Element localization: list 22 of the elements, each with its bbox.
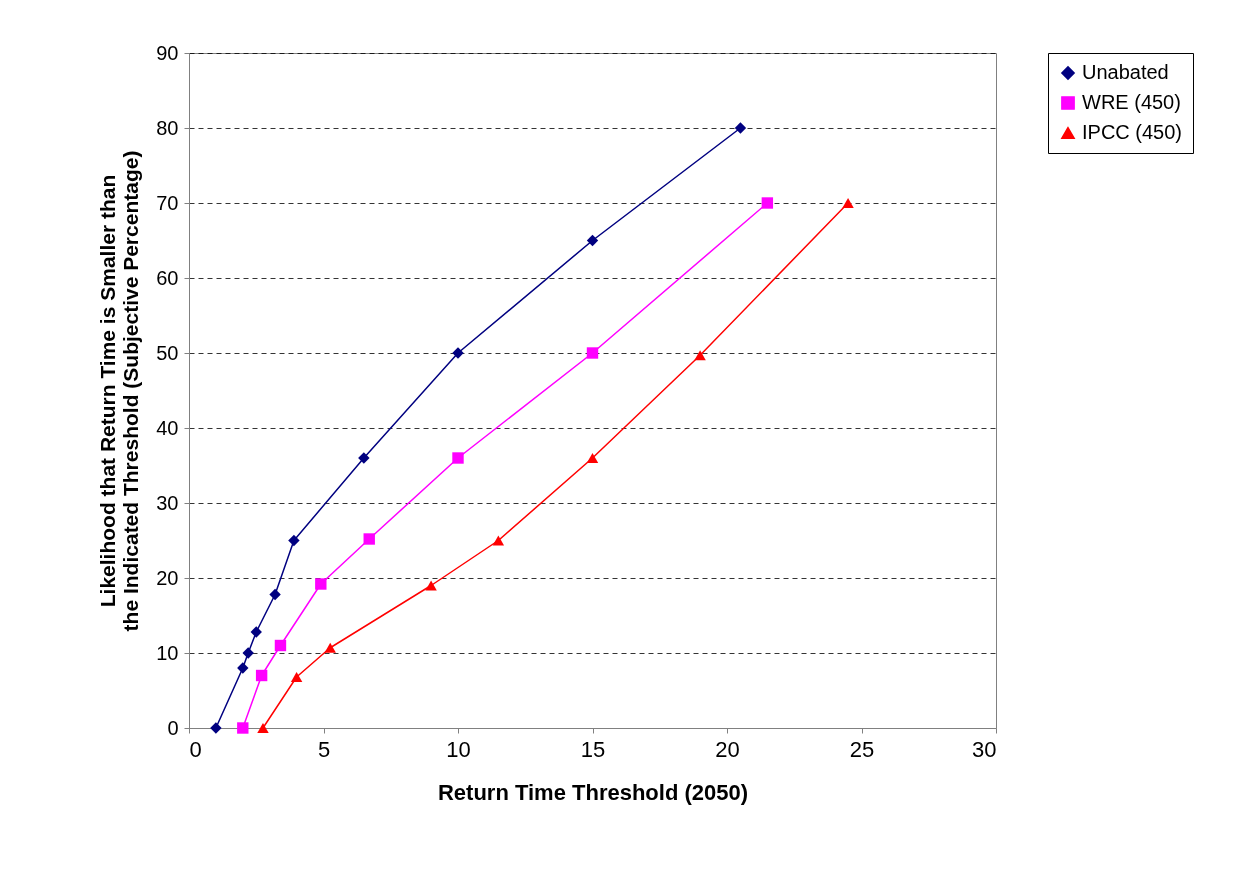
x-tick-label: 20: [715, 736, 740, 762]
x-tick-label: 5: [317, 736, 331, 762]
y-tick-label: 40: [156, 416, 179, 439]
y-tick-label: 60: [156, 266, 179, 289]
y-tick-label: 30: [156, 491, 179, 514]
x-tick-label: 30: [972, 736, 997, 762]
legend-label: IPCC (450): [1082, 121, 1183, 143]
y-tick-label: 0: [167, 716, 179, 739]
y-tick-label: 10: [156, 641, 179, 664]
y-tick-label: 90: [156, 41, 179, 64]
x-tick-label: 25: [849, 736, 875, 762]
x-tick-label: 10: [446, 736, 471, 762]
y-tick-label: 50: [156, 341, 179, 364]
y-tick-label: 70: [156, 191, 179, 214]
y-tick-label: 20: [156, 566, 179, 589]
legend-label: WRE (450): [1082, 91, 1181, 113]
x-axis-title: Return Time Threshold (2050): [437, 779, 749, 805]
x-tick-label: 15: [580, 736, 606, 762]
y-axis-title: Likelihood that Return Time is Smaller than the Indicated Threshold (Subjective Percentage): [96, 150, 143, 632]
y-tick-label: 80: [156, 116, 179, 139]
legend-label: Unabated: [1082, 61, 1169, 83]
x-tick-label: 0: [189, 736, 202, 762]
